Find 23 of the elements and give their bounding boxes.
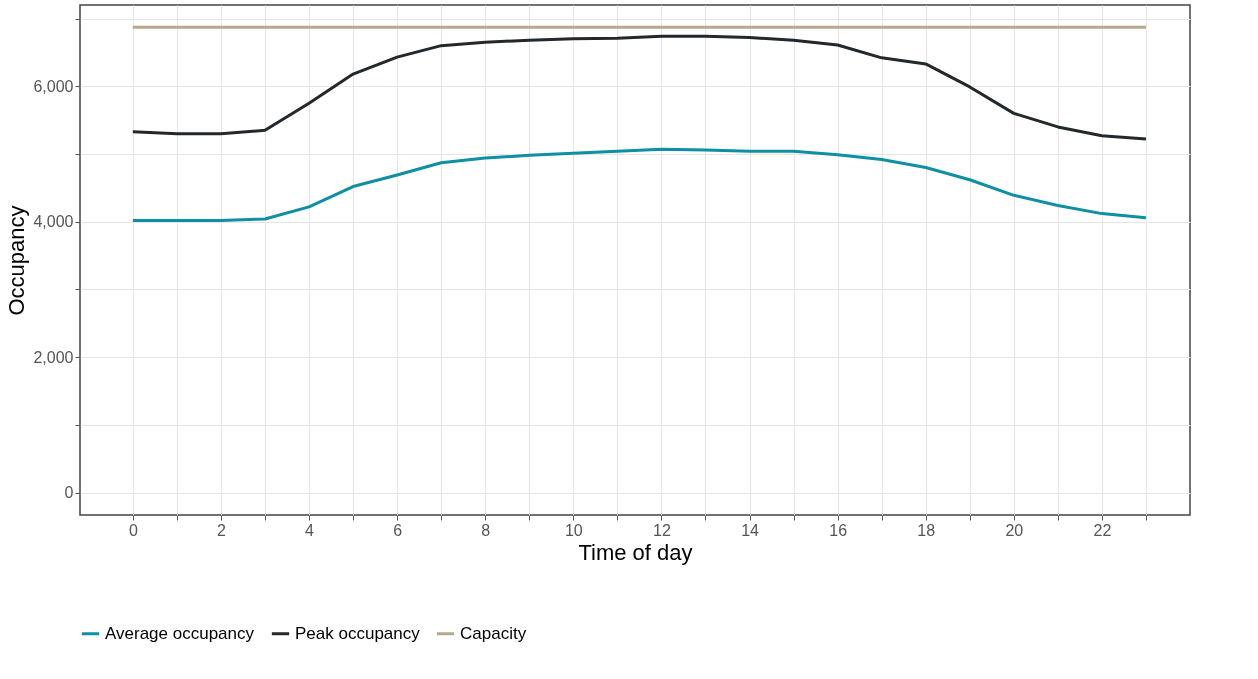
x-tick-label: 10 [564, 521, 583, 539]
x-axis-title: Time of day [578, 539, 693, 565]
x-tick-label: 12 [653, 521, 671, 539]
x-tick-label: 8 [481, 521, 491, 539]
y-axis-title: Occupancy [4, 205, 30, 316]
x-tick-label: 18 [917, 521, 936, 539]
line-series [131, 147, 1148, 222]
y-tick-label: 6,000 [33, 77, 74, 95]
x-tick-label: 0 [128, 521, 138, 539]
legend-label: Capacity [460, 623, 527, 643]
x-tick-label: 16 [829, 521, 848, 539]
legend-label: Average occupancy [105, 623, 255, 643]
x-tick-label: 4 [305, 521, 315, 539]
legend-label: Peak occupancy [295, 623, 421, 643]
y-tick-label: 2,000 [33, 348, 74, 366]
x-tick-label: 14 [741, 521, 760, 539]
x-tick-label: 6 [393, 521, 403, 539]
x-tick-label: 2 [217, 521, 226, 539]
x-tick-label: 22 [1093, 521, 1112, 539]
y-tick-label: 0 [64, 484, 74, 502]
y-tick-label: 4,000 [33, 213, 74, 231]
x-tick-label: 20 [1005, 521, 1024, 539]
line-series [131, 34, 1148, 141]
